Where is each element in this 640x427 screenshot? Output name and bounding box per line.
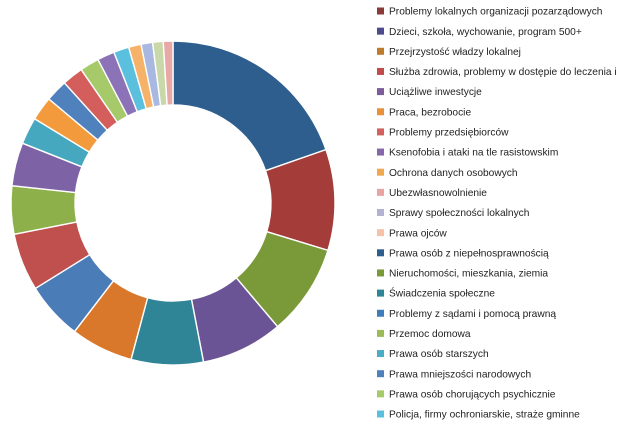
legend-label: Problemy przedsiębiorców bbox=[389, 128, 509, 139]
legend-item: Problemy z sądami i pomocą prawną bbox=[377, 309, 556, 320]
donut-slice-21 bbox=[162, 40, 174, 106]
legend-swatch bbox=[377, 148, 384, 156]
legend-label: Dzieci, szkoła, wychowanie, program 500+ bbox=[389, 27, 582, 38]
legend-label: Prawa osób starszych bbox=[389, 349, 489, 360]
legend-item: Prawa osób z niepełnosprawnością bbox=[377, 248, 549, 259]
legend-item: Ksenofobia i ataki na tle rasistowskim bbox=[377, 148, 558, 159]
legend-item: Dzieci, szkoła, wychowanie, program 500+ bbox=[377, 27, 582, 38]
legend-label: Ochrona danych osobowych bbox=[389, 168, 518, 179]
donut-slice-1 bbox=[172, 40, 327, 172]
legend-label: Sprawy społeczności lokalnych bbox=[389, 208, 529, 219]
legend-label: Prawa osób z niepełnosprawnością bbox=[389, 248, 549, 259]
legend-item: Ochrona danych osobowych bbox=[377, 168, 518, 179]
donut-slices bbox=[10, 40, 336, 366]
legend-swatch bbox=[377, 370, 384, 378]
legend-label: Praca, bezrobocie bbox=[389, 107, 471, 118]
legend-item: Świadczenia społeczne bbox=[377, 287, 495, 300]
legend-item: Prawa ojców bbox=[377, 228, 447, 239]
legend-item: Policja, firmy ochroniarskie, straże gmi… bbox=[377, 410, 580, 421]
legend-label: Policja, firmy ochroniarskie, straże gmi… bbox=[389, 410, 580, 421]
legend-item: Prawa mniejszości narodowych bbox=[377, 369, 531, 380]
legend-label: Przejrzystość władzy lokalnej bbox=[389, 47, 521, 58]
chart-legend: Problemy lokalnych organizacji pozarządo… bbox=[377, 7, 617, 421]
legend-swatch bbox=[377, 269, 384, 277]
legend-swatch bbox=[377, 249, 384, 257]
legend-swatch bbox=[377, 47, 384, 55]
legend-item: Uciążliwe inwestycje bbox=[377, 87, 482, 98]
legend-item: Ubezwłasnowolnienie bbox=[377, 188, 487, 199]
legend-item: Problemy lokalnych organizacji pozarządo… bbox=[377, 7, 602, 18]
legend-label: Nieruchomości, mieszkania, ziemia bbox=[389, 269, 548, 280]
legend-label: Prawa osób chorujących psychicznie bbox=[389, 389, 556, 400]
legend-swatch bbox=[377, 128, 384, 136]
legend-swatch bbox=[377, 67, 384, 75]
legend-item: Prawa osób starszych bbox=[377, 349, 489, 360]
legend-label: Problemy lokalnych organizacji pozarządo… bbox=[389, 7, 602, 18]
legend-swatch bbox=[377, 7, 384, 15]
legend-swatch bbox=[377, 390, 384, 398]
legend-label: Problemy z sądami i pomocą prawną bbox=[389, 309, 556, 320]
legend-item: Praca, bezrobocie bbox=[377, 107, 471, 118]
legend-swatch bbox=[377, 350, 384, 358]
legend-swatch bbox=[377, 410, 384, 418]
legend-swatch bbox=[377, 168, 384, 176]
legend-item: Służba zdrowia, problemy w dostępie do l… bbox=[377, 67, 617, 78]
legend-swatch bbox=[377, 309, 384, 317]
legend-item: Problemy przedsiębiorców bbox=[377, 128, 509, 139]
legend-item: Przejrzystość władzy lokalnej bbox=[377, 47, 521, 58]
legend-swatch bbox=[377, 329, 384, 337]
legend-label: Przemoc domowa bbox=[389, 329, 471, 340]
legend-swatch bbox=[377, 188, 384, 196]
legend-label: Prawa ojców bbox=[389, 228, 447, 239]
legend-item: Nieruchomości, mieszkania, ziemia bbox=[377, 269, 548, 280]
legend-item: Przemoc domowa bbox=[377, 329, 471, 340]
legend-swatch bbox=[377, 27, 384, 35]
legend-swatch bbox=[377, 289, 384, 297]
legend-swatch bbox=[377, 209, 384, 216]
legend-swatch bbox=[377, 229, 384, 237]
legend-label: Świadczenia społeczne bbox=[389, 287, 495, 300]
legend-label: Uciążliwe inwestycje bbox=[389, 87, 482, 98]
legend-swatch bbox=[377, 108, 384, 116]
legend-label: Ksenofobia i ataki na tle rasistowskim bbox=[389, 148, 558, 159]
legend-label: Służba zdrowia, problemy w dostępie do l… bbox=[389, 67, 617, 78]
legend-label: Prawa mniejszości narodowych bbox=[389, 369, 531, 380]
legend-item: Sprawy społeczności lokalnych bbox=[377, 208, 529, 219]
legend-item: Prawa osób chorujących psychicznie bbox=[377, 389, 556, 400]
legend-swatch bbox=[377, 88, 384, 96]
legend-label: Ubezwłasnowolnienie bbox=[389, 188, 487, 199]
